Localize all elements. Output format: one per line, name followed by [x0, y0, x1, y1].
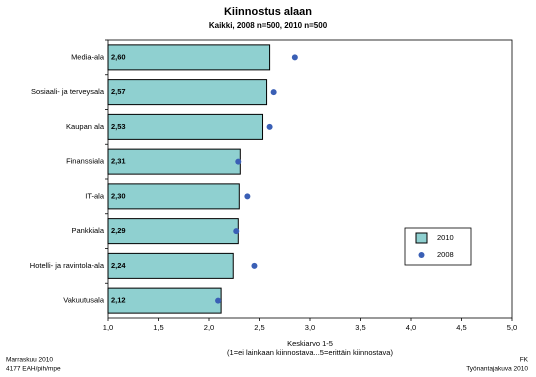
x-tick-label: 2,5: [254, 323, 264, 332]
dot: [270, 89, 277, 96]
x-tick-label: 4,0: [406, 323, 416, 332]
dot: [233, 228, 240, 235]
y-tick-label: Hotelli- ja ravintola-ala: [30, 261, 105, 270]
legend-swatch: [415, 232, 428, 244]
x-tick-label: 4,5: [456, 323, 466, 332]
data-label: 2,53: [111, 122, 126, 131]
bar: [107, 252, 234, 279]
data-label: 2,24: [111, 261, 126, 270]
footer-text: Marraskuu 2010: [6, 357, 53, 364]
bar: [107, 113, 264, 140]
x-tick-label: 3,0: [305, 323, 315, 332]
legend-label: 2010: [437, 233, 454, 242]
footer-text: Työnantajakuva 2010: [466, 366, 528, 373]
data-label: 2,29: [111, 226, 126, 235]
x-tick-label: 1,0: [103, 323, 113, 332]
y-tick-label: Media-ala: [71, 52, 105, 61]
footer-text: 4177 EAH/pih/mpe: [6, 366, 61, 373]
y-tick-label: Pankkiala: [71, 226, 104, 235]
legend-label: 2008: [437, 250, 454, 259]
dot: [215, 297, 222, 304]
dot: [251, 262, 258, 269]
y-tick-label: Sosiaali- ja terveysala: [31, 87, 105, 96]
x-axis-label: (1=ei lainkaan kiinnostava...5=erittäin …: [227, 348, 393, 357]
dot: [235, 158, 242, 165]
x-axis-label: Keskiarvo 1-5: [287, 339, 333, 348]
bar: [107, 148, 241, 175]
chart-title: Kiinnostus alaan: [224, 6, 312, 18]
data-label: 2,57: [111, 87, 126, 96]
dot: [244, 193, 251, 200]
data-label: 2,60: [111, 52, 126, 61]
x-tick-label: 3,5: [355, 323, 365, 332]
footer-text: FK: [520, 357, 529, 364]
dot: [291, 54, 298, 61]
x-tick-label: 2,0: [204, 323, 214, 332]
data-label: 2,30: [111, 191, 126, 200]
y-tick-label: Vakuutusala: [63, 296, 105, 305]
legend-swatch: [418, 252, 425, 258]
x-tick-label: 1,5: [153, 323, 163, 332]
bar: [107, 218, 239, 245]
data-label: 2,12: [111, 296, 126, 305]
y-tick-label: Finanssiala: [66, 157, 105, 166]
y-tick-label: Kaupan ala: [66, 122, 105, 131]
chart-subtitle: Kaikki, 2008 n=500, 2010 n=500: [209, 21, 328, 30]
bar: [107, 44, 271, 71]
dot: [266, 123, 273, 130]
bar: [107, 79, 268, 106]
y-tick-label: IT-ala: [85, 191, 105, 200]
bar: [107, 287, 222, 314]
x-tick-label: 5,0: [507, 323, 517, 332]
data-label: 2,31: [111, 157, 126, 166]
bar: [107, 183, 240, 210]
